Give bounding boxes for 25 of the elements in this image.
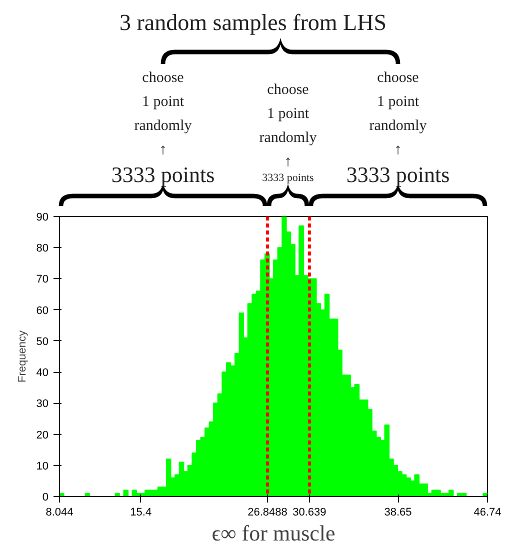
y-tick-label: 60 [36, 304, 49, 317]
text: 3333 points [111, 162, 215, 187]
y-tick-label: 0 [42, 492, 49, 504]
y-axis-title: Frequency [16, 330, 28, 382]
text: choose 1 point randomly ↑ [134, 70, 192, 158]
text: 3333 points [346, 162, 450, 187]
text: choose 1 point randomly ↑ [369, 70, 428, 158]
x-tick-label: 8.044 [46, 506, 74, 518]
y-tick-label: 90 [36, 212, 49, 224]
y-tick-label: 40 [36, 367, 49, 380]
y-tick-label: 20 [36, 429, 49, 442]
x-axis-title: ϵ∞ for muscle [212, 520, 336, 546]
x-tick-label: 46.74 [474, 506, 502, 518]
y-tick-label: 80 [36, 242, 49, 255]
x-tick-label: 38.65 [384, 506, 412, 518]
chart-title: 3 random samples from LHS [119, 10, 387, 35]
x-tick-label: 26.8488 [248, 506, 288, 518]
x-tick-label: 30.639 [292, 506, 326, 518]
y-tick-label: 10 [36, 460, 49, 472]
y-tick-label: 30 [36, 398, 49, 410]
y-tick-label: 50 [36, 336, 49, 348]
x-tick-label: 15.4 [130, 506, 152, 518]
y-tick-label: 70 [36, 274, 49, 286]
text: 3333 points [262, 172, 314, 184]
text: choose 1 point randomly ↑ [259, 82, 318, 170]
